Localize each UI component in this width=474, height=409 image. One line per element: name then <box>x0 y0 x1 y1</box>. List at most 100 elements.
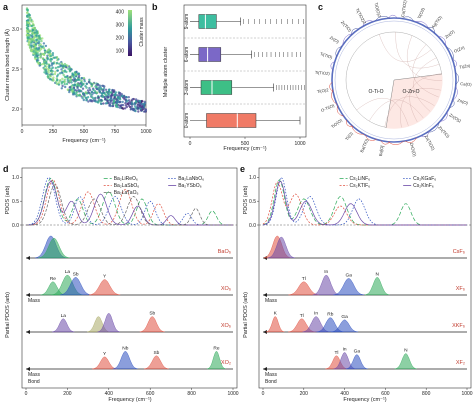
scatter-point <box>61 77 64 81</box>
scatter-point <box>102 102 105 105</box>
peak-label: Sb <box>149 311 155 317</box>
row-species-label: XO₂ <box>221 360 231 366</box>
outlier-marker: | <box>248 19 249 25</box>
scatter-point <box>105 90 108 94</box>
scatter-point <box>130 105 134 108</box>
x-tick-label: 1000 <box>140 129 151 135</box>
scatter-point <box>104 88 108 92</box>
scatter-point <box>33 35 36 38</box>
panel-d-ticks: 0.0 0.5 1.0 0 200 400 600 800 1000 <box>12 175 239 397</box>
panel-b-ylabel: Multiple atom cluster <box>163 47 169 98</box>
outlier-marker: | <box>254 19 255 25</box>
scatter-point <box>27 40 30 44</box>
scatter-point <box>72 91 76 95</box>
scatter-point <box>77 76 81 79</box>
partial-peak <box>38 238 70 259</box>
scatter-point <box>58 62 61 65</box>
scatter-point <box>68 80 71 83</box>
scatter-point <box>37 40 41 43</box>
wheel-label: Ti(O) <box>344 130 354 141</box>
scatter-point <box>34 55 37 59</box>
scatter-point <box>49 78 52 81</box>
outlier-marker: | <box>243 19 244 25</box>
chord-arc <box>439 111 448 122</box>
panel-a-xlabel: Frequency (cm⁻¹) <box>62 138 105 144</box>
scatter-point <box>35 34 38 37</box>
scatter-point <box>59 64 62 67</box>
chord-arc <box>401 16 415 22</box>
scatter-point <box>116 100 119 104</box>
wheel-label: Ba[O] <box>378 145 385 156</box>
outlier-marker: | <box>283 52 284 58</box>
scatter-point <box>53 72 57 76</box>
inner-ring <box>334 20 454 140</box>
scatter-point <box>82 83 85 86</box>
scatter-point <box>32 24 35 27</box>
scatter-point <box>46 75 50 78</box>
scatter-point <box>144 109 148 112</box>
scatter-point <box>85 82 88 85</box>
scatter-point <box>134 105 137 108</box>
scatter-point <box>34 46 37 49</box>
panel-e-frame <box>258 167 472 389</box>
colorbar-tick-label: 100 <box>116 49 125 55</box>
colorbar-label: Cluster mass <box>139 17 145 47</box>
scatter-point <box>102 91 106 95</box>
x-tick-label: 1000 <box>227 391 238 397</box>
scatter-point <box>81 96 84 100</box>
sector-divider <box>385 79 395 129</box>
arrow-head <box>263 293 267 297</box>
scatter-point <box>111 102 114 105</box>
scatter-point <box>104 94 108 97</box>
y-tick-label: 3.0 <box>12 27 19 33</box>
scatter-point <box>105 102 109 105</box>
outlier-marker: | <box>292 85 293 91</box>
peak-label: Y <box>103 274 107 280</box>
outlier-marker: | <box>265 19 266 25</box>
scatter-point <box>55 61 59 65</box>
chord-arc <box>427 26 435 34</box>
chord-arc <box>330 61 336 71</box>
partial-peak <box>112 351 138 370</box>
scatter-point <box>43 68 46 71</box>
partial-peak <box>206 351 226 370</box>
peak-label: In <box>343 347 347 353</box>
chord-inner-left: O-Ti-O <box>368 89 383 95</box>
outer-ring <box>331 17 457 143</box>
scatter-point <box>63 80 66 83</box>
y-tick-label: 2.0 <box>12 107 19 113</box>
chord-arc <box>420 131 430 138</box>
scatter-point <box>29 37 33 41</box>
peak-label: K <box>274 311 278 317</box>
chord-arc <box>437 35 447 46</box>
outlier-marker: | <box>301 85 302 91</box>
scatter-point <box>35 47 39 50</box>
x-tick-label: 1000 <box>294 141 305 147</box>
scatter-point <box>65 82 69 86</box>
x-tick-label: 1000 <box>461 391 472 397</box>
scatter-point <box>62 66 65 70</box>
scatter-point <box>70 81 73 84</box>
scatter-point <box>136 104 139 107</box>
wheel-label: Ca(O) <box>460 81 472 87</box>
scatter-point <box>85 99 88 102</box>
scatter-point <box>87 80 91 84</box>
scatter-point <box>94 85 97 88</box>
scatter-point <box>102 87 106 90</box>
scatter-point <box>96 91 99 94</box>
arrow-head <box>26 293 30 297</box>
scatter-point <box>118 92 121 96</box>
scatter-point <box>42 45 45 48</box>
scatter-point <box>45 70 48 73</box>
partial-peak <box>267 236 295 259</box>
scatter-point <box>111 104 115 108</box>
scatter-point <box>130 107 133 111</box>
chord-arc <box>380 140 391 145</box>
peak-label: Re <box>213 345 219 351</box>
outlier-marker: | <box>270 52 271 58</box>
x-tick-label: 0 <box>262 391 265 397</box>
scatter-point <box>112 90 115 94</box>
pdos-series-line <box>26 184 233 226</box>
scatter-point <box>109 104 113 108</box>
